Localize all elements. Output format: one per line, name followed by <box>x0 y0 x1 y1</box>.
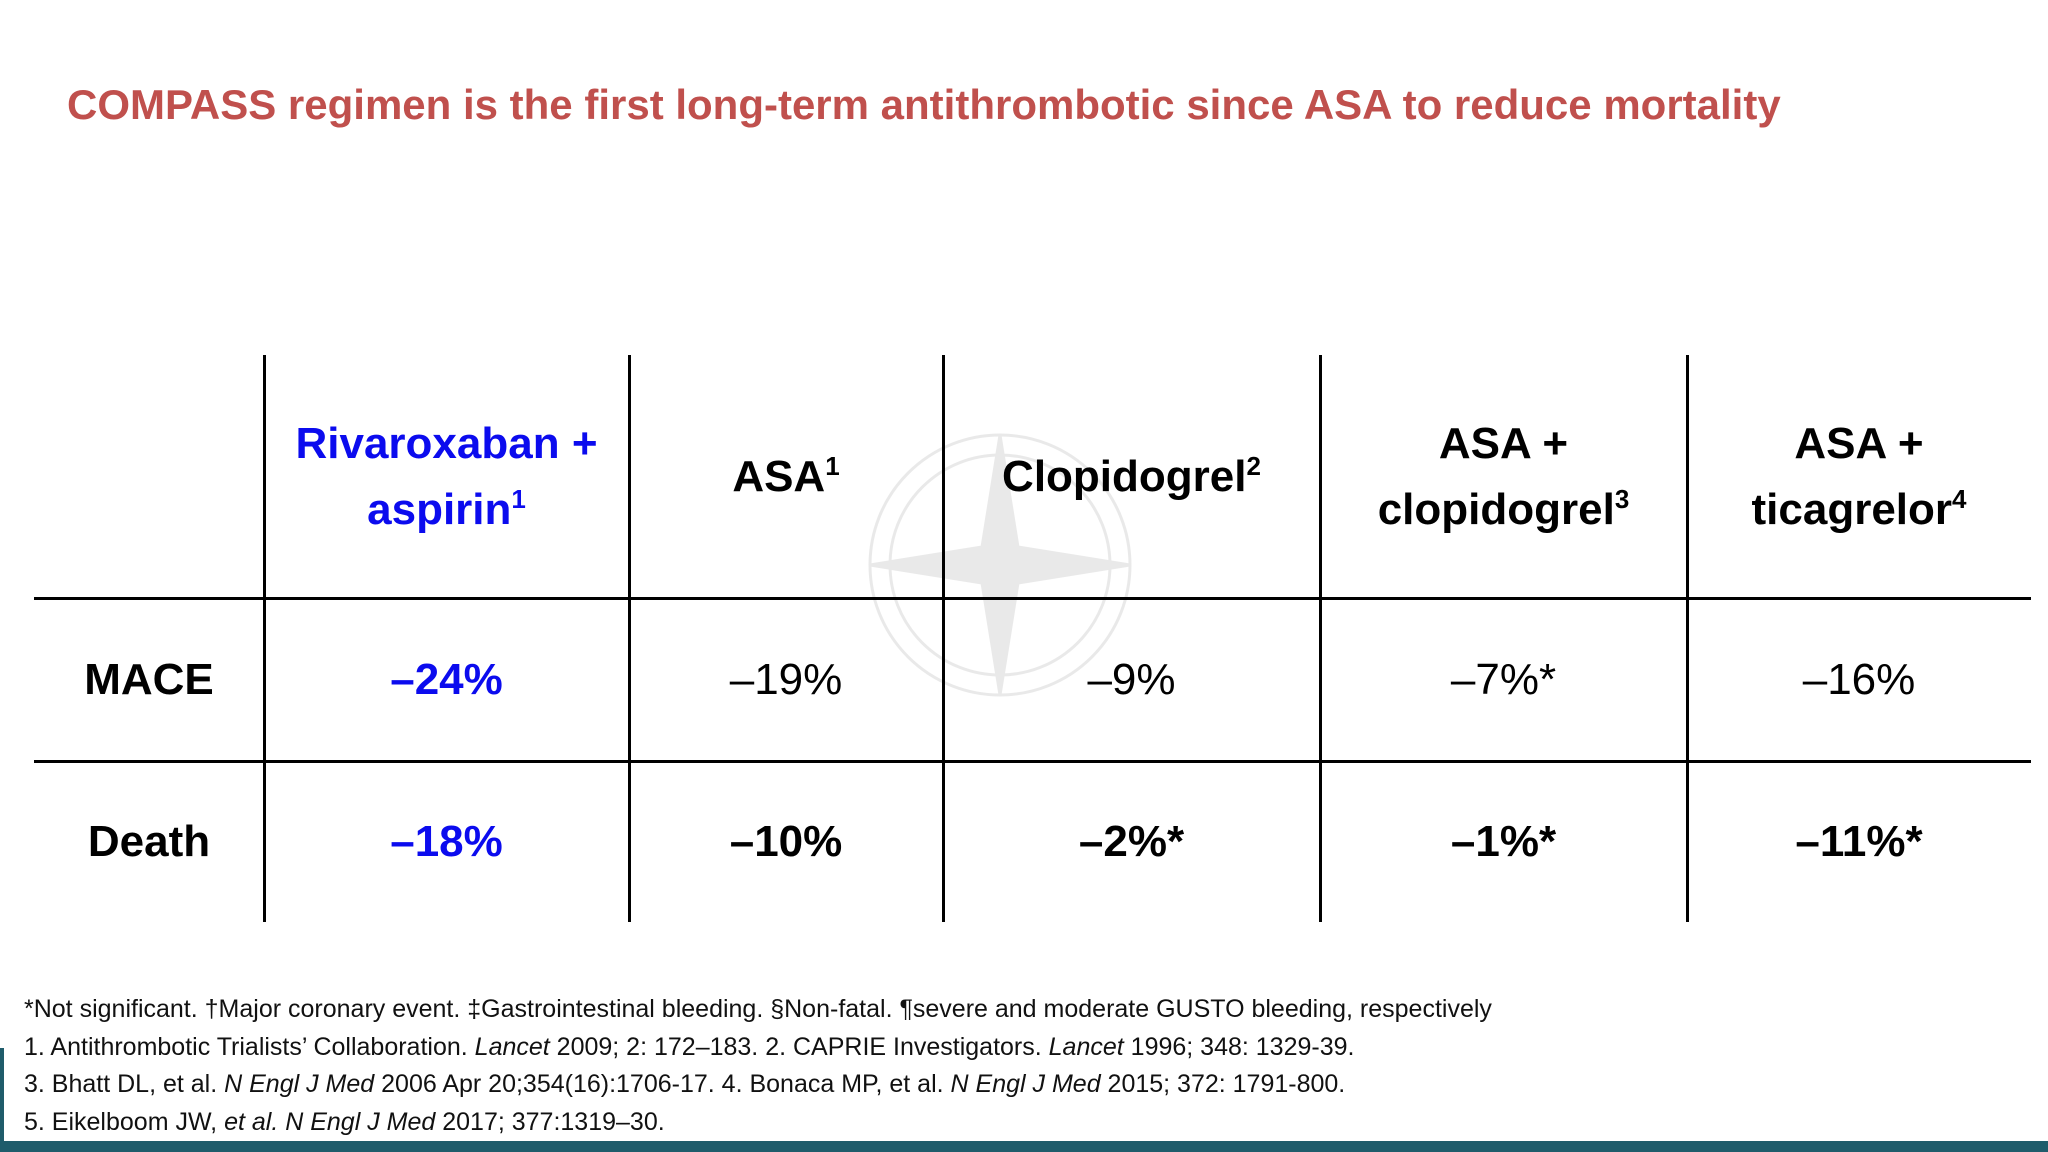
footnote-line: *Not significant. †Major coronary event.… <box>24 991 1492 1029</box>
footnotes: *Not significant. †Major coronary event.… <box>24 991 1492 1141</box>
header-reference: 3 <box>1614 483 1630 514</box>
header-reference: 2 <box>1246 450 1261 481</box>
column-rule <box>942 355 945 922</box>
table-cell: –9% <box>1087 654 1176 704</box>
header-text: ASA1 <box>732 444 839 510</box>
bottom-bar <box>0 1141 2048 1152</box>
footnote-line: 1. Antithrombotic Trialists’ Collaborati… <box>24 1029 1492 1067</box>
table-cell: –2%* <box>1078 816 1185 866</box>
table-cell: –10% <box>729 816 843 866</box>
table-cell: –16% <box>1802 654 1916 704</box>
column-header: ASA + ticagrelor4 <box>1687 355 2031 598</box>
footnote-text: 1996; 348: 1329-39. <box>1123 1032 1355 1061</box>
column-header: Clopidogrel2 <box>943 355 1320 598</box>
header-label: Rivaroxaban + aspirin <box>295 418 598 534</box>
footnote-text: 2006 Apr 20;354(16):1706-17. 4. Bonaca M… <box>374 1070 951 1098</box>
footnote-text: N Engl J Med <box>950 1070 1101 1098</box>
table-cell: –18% <box>390 816 503 866</box>
footnote-text: Lancet <box>474 1032 550 1061</box>
column-header: Rivaroxaban + aspirin1 <box>264 355 629 598</box>
footnote-text: 3. Bhatt DL, et al. <box>24 1070 225 1098</box>
table-cell: –19% <box>729 654 843 704</box>
footnote-text: 2017; 377:1319–30. <box>435 1107 665 1136</box>
table-cell: –1%* <box>1450 816 1557 866</box>
row-label: MACE <box>84 654 214 704</box>
column-rule <box>263 355 266 922</box>
header-text: ASA + clopidogrel3 <box>1320 411 1687 543</box>
header-text: Clopidogrel2 <box>1002 444 1261 510</box>
table-cell: –7%* <box>1450 654 1557 704</box>
footnote-text: N Engl J Med <box>224 1070 375 1098</box>
header-label: ASA + clopidogrel <box>1377 418 1615 534</box>
column-rule <box>628 355 631 922</box>
row-label: Death <box>87 816 211 866</box>
header-reference: 1 <box>511 483 526 514</box>
header-reference: 1 <box>825 450 840 481</box>
header-reference: 4 <box>1952 483 1967 514</box>
side-accent <box>0 1048 4 1141</box>
row-rule <box>34 760 2031 763</box>
header-text: ASA + ticagrelor4 <box>1687 411 2031 543</box>
footnote-text: 2009; 2: 172–183. 2. CAPRIE Investigator… <box>549 1032 1049 1061</box>
footnote-text: 1. Antithrombotic Trialists’ Collaborati… <box>24 1032 475 1061</box>
slide-title: COMPASS regimen is the first long-term a… <box>67 81 1781 128</box>
table-cell: –11%* <box>1795 816 1923 866</box>
header-label: ASA + ticagrelor <box>1751 418 1953 534</box>
footnote-text: Lancet <box>1048 1032 1124 1061</box>
footnote-text: et al. N Engl J Med <box>224 1107 436 1136</box>
table-cell: –24% <box>390 654 503 704</box>
footnote-text: 5. Eikelboom JW, <box>24 1107 225 1136</box>
footnote-line: 3. Bhatt DL, et al. N Engl J Med 2006 Ap… <box>24 1066 1492 1104</box>
column-rule <box>1686 355 1689 922</box>
header-label: ASA <box>732 451 826 501</box>
column-rule <box>1319 355 1322 922</box>
footnote-text: 2015; 372: 1791-800. <box>1100 1070 1346 1098</box>
header-label: Clopidogrel <box>1002 451 1247 501</box>
header-text: Rivaroxaban + aspirin1 <box>264 411 629 543</box>
column-header: ASA + clopidogrel3 <box>1320 355 1687 598</box>
row-rule <box>34 597 2031 600</box>
footnote-line: 5. Eikelboom JW, et al. N Engl J Med 201… <box>24 1104 1492 1142</box>
footnote-text: *Not significant. †Major coronary event.… <box>24 995 1492 1023</box>
column-header: ASA1 <box>629 355 943 598</box>
